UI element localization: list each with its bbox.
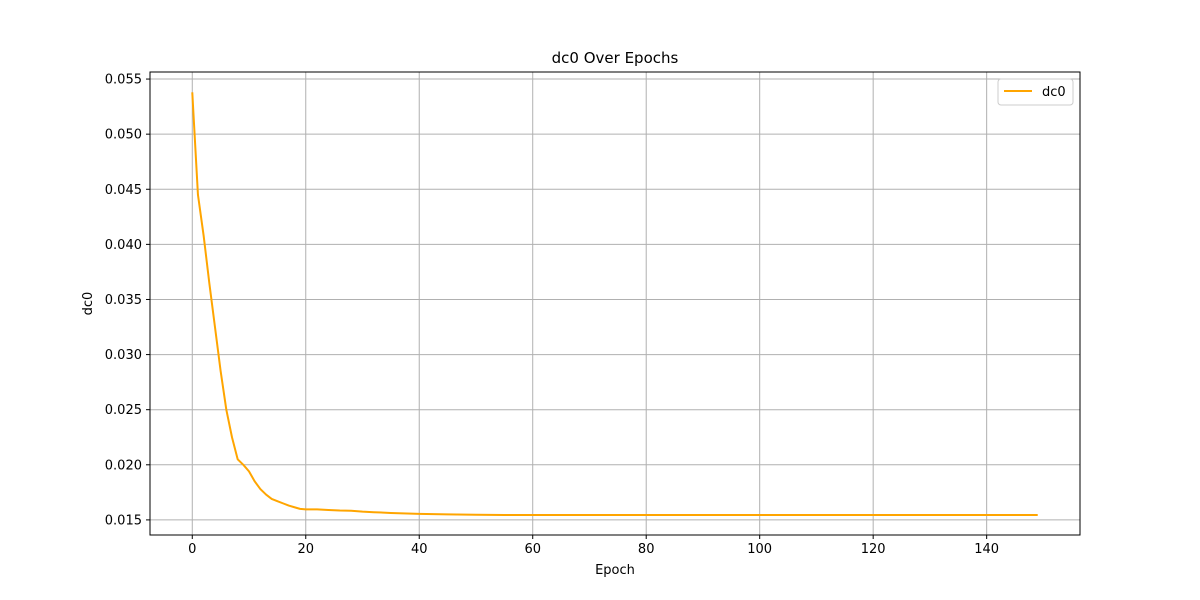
chart-title: dc0 Over Epochs	[552, 49, 679, 67]
legend-label: dc0	[1042, 85, 1066, 100]
grid-x	[191, 72, 988, 535]
x-tick-label: 40	[411, 542, 428, 557]
legend-box	[997, 78, 1074, 106]
y-tick-label: 0.050	[105, 128, 142, 143]
y-tick-label: 0.030	[105, 348, 142, 363]
x-tick-label: 0	[188, 542, 196, 557]
x-tick-label: 80	[638, 542, 655, 557]
y-tick-label: 0.015	[105, 513, 142, 528]
y-tick-label: 0.020	[105, 458, 142, 473]
x-tick-label: 100	[747, 542, 772, 557]
x-tick-label: 120	[861, 542, 886, 557]
y-axis-label: dc0	[81, 292, 96, 316]
plot-frame	[149, 71, 1081, 536]
y-ticks: 0.015 0.020 0.025 0.030 0.035 0.040 0.045 0.050…	[105, 73, 150, 528]
grid-y	[150, 78, 1080, 521]
y-tick-label: 0.040	[105, 238, 142, 253]
legend: dc0	[997, 78, 1074, 106]
series-line-dc0	[191, 92, 1038, 516]
x-axis-label: Epoch	[595, 563, 635, 578]
y-tick-label: 0.035	[105, 293, 142, 308]
x-tick-label: 60	[524, 542, 541, 557]
y-tick-label: 0.025	[105, 403, 142, 418]
y-tick-label: 0.055	[105, 73, 142, 88]
y-tick-label: 0.045	[105, 183, 142, 198]
x-ticks: 0 20 40 60 80 100 120 140	[188, 535, 999, 557]
x-tick-label: 140	[974, 542, 999, 557]
x-tick-label: 20	[297, 542, 314, 557]
series-layer	[191, 92, 1038, 516]
